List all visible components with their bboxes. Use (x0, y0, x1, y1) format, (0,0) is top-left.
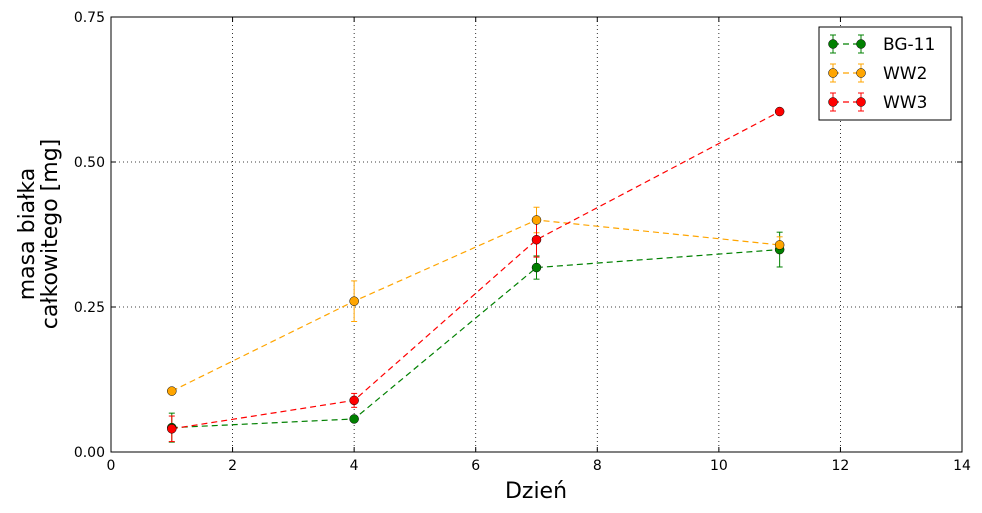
y-tick-label: 0.00 (74, 445, 105, 461)
x-tick-label: 14 (953, 458, 971, 474)
data-point-bg-11 (349, 414, 359, 424)
data-point-ww3 (349, 395, 359, 406)
axis-ticks (110, 16, 963, 453)
data-point-bg-11 (531, 262, 542, 273)
legend-marker (856, 97, 866, 107)
series-line-ww2 (171, 219, 780, 392)
data-point-ww3 (774, 106, 785, 117)
y-tick-label: 0.75 (74, 10, 105, 26)
data-points (167, 106, 785, 434)
legend-label-ww2: WW2 (883, 64, 927, 84)
legend-marker (856, 39, 866, 49)
x-tick-label: 10 (710, 458, 728, 474)
tick-labels: 0 2 4 6 8 10 12 14 0.00 0.25 0.50 0.75 (74, 10, 971, 474)
legend-label-bg-11: BG-11 (883, 35, 935, 55)
x-axis-title: Dzień (505, 479, 567, 504)
data-point-ww3 (531, 234, 542, 245)
data-point-ww2 (774, 240, 785, 250)
legend-marker (828, 68, 838, 78)
legend-box (818, 26, 952, 121)
x-tick-label: 12 (832, 458, 850, 474)
legend-marker (856, 68, 866, 78)
series-line-bg-11 (171, 248, 780, 429)
x-tick-label: 8 (593, 458, 602, 474)
data-point-ww2 (167, 386, 177, 396)
legend-marker (828, 97, 838, 107)
data-point-ww2 (531, 215, 542, 225)
legend-entry-ww2: WW2 (828, 63, 927, 84)
legend-entry-bg-11: BG-11 (828, 34, 935, 55)
legend-entry-ww3: WW3 (828, 92, 927, 113)
legend: BG-11 WW2 WW3 (818, 26, 952, 121)
series-lines (171, 111, 780, 430)
x-tick-label: 6 (471, 458, 480, 474)
legend-label-ww3: WW3 (883, 93, 927, 113)
legend-marker (828, 39, 838, 49)
plot-frame (110, 16, 963, 453)
y-axis-title-line-1: masa białka (15, 168, 40, 301)
x-tick-label: 0 (107, 458, 116, 474)
data-point-ww2 (349, 296, 359, 306)
data-point-ww3 (167, 424, 177, 434)
series-line-ww3 (171, 111, 780, 430)
y-tick-label: 0.50 (74, 155, 105, 171)
x-tick-label: 4 (350, 458, 359, 474)
y-tick-label: 0.25 (74, 300, 105, 316)
x-tick-label: 2 (228, 458, 237, 474)
y-axis-title-line-2: całkowitego [mg] (38, 139, 63, 330)
